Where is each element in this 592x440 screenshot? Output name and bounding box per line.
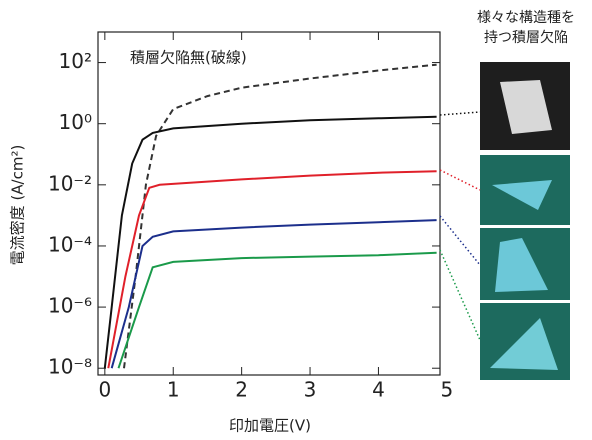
series-line <box>124 65 437 369</box>
connector <box>440 216 480 265</box>
y-tick-label: 10⁻⁸ <box>48 355 92 379</box>
connector <box>440 170 480 190</box>
series-line <box>108 171 436 368</box>
connector <box>440 112 480 115</box>
x-tick-label: 0 <box>98 378 111 402</box>
side-title: 様々な構造種を <box>477 10 575 26</box>
x-tick-label: 3 <box>304 378 317 402</box>
y-tick-label: 10⁻² <box>48 171 92 195</box>
y-axis-label: 電流密度 (A/cm²) <box>9 145 27 266</box>
x-tick-label: 2 <box>235 378 248 402</box>
photos <box>480 62 570 380</box>
y-tick-label: 10⁻⁴ <box>48 232 92 256</box>
side-title: 持つ積層欠陥 <box>484 29 568 46</box>
y-tick-label: 10⁻⁶ <box>48 294 92 318</box>
x-tick-label: 1 <box>167 378 180 402</box>
x-axis-label: 印加電圧(V) <box>229 417 311 435</box>
connectors <box>440 112 480 340</box>
series-line <box>105 117 437 369</box>
x-tick-label: 5 <box>440 378 453 402</box>
x-tick-label: 4 <box>372 378 385 402</box>
series-line <box>119 253 437 369</box>
connector <box>440 250 480 340</box>
annotation: 積層欠陥無(破線) <box>130 49 247 67</box>
series-line <box>112 220 437 368</box>
chart: 積層欠陥無(破線) 印加電圧(V) 電流密度 (A/cm²) 様々な構造種を 持… <box>0 0 592 440</box>
y-tick-label: 10² <box>59 49 92 73</box>
y-tick-label: 10⁰ <box>59 110 92 134</box>
